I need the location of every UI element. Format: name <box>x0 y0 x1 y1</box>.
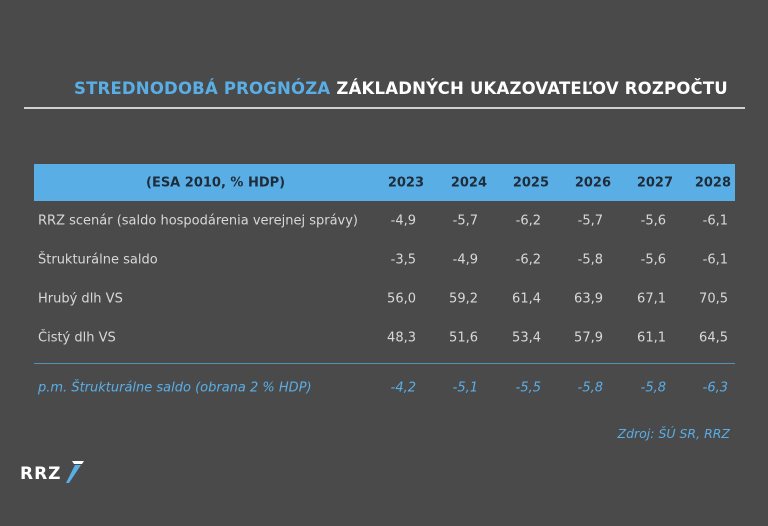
header-year: 2028 <box>694 175 731 190</box>
cell-value: -5,1 <box>452 380 478 395</box>
cell-value: -5,8 <box>577 252 603 267</box>
table-header: (ESA 2010, % HDP) 2023 2024 2025 2026 20… <box>34 164 735 201</box>
header-year: 2026 <box>574 175 611 190</box>
header-label: (ESA 2010, % HDP) <box>146 175 286 190</box>
header-year: 2025 <box>512 175 549 190</box>
memo-row: p.m. Štrukturálne saldo (obrana 2 % HDP)… <box>34 368 735 407</box>
header-year: 2023 <box>387 175 424 190</box>
cell-value: 63,9 <box>574 291 603 306</box>
cell-value: -5,7 <box>577 213 603 228</box>
title-divider <box>24 107 745 109</box>
cell-value: 57,9 <box>574 330 603 345</box>
cell-value: -6,1 <box>702 213 728 228</box>
title-accent: STREDNODOBÁ PROGNÓZA <box>74 79 331 98</box>
header-year: 2027 <box>636 175 673 190</box>
cell-value: 59,2 <box>449 291 478 306</box>
cell-value: -5,7 <box>452 213 478 228</box>
cell-value: 61,4 <box>512 291 541 306</box>
header-year: 2024 <box>450 175 487 190</box>
cell-value: 51,6 <box>449 330 478 345</box>
cell-value: -6,2 <box>515 213 541 228</box>
cell-value: -6,2 <box>515 252 541 267</box>
table-row: Štrukturálne saldo -3,5 -4,9 -6,2 -5,8 -… <box>34 240 735 279</box>
cell-value: -5,6 <box>640 252 666 267</box>
cell-value: -3,5 <box>390 252 416 267</box>
table-row: RRZ scenár (saldo hospodárenia verejnej … <box>34 201 735 240</box>
cell-value: -6,3 <box>702 380 728 395</box>
page-title: STREDNODOBÁ PROGNÓZA ZÁKLADNÝCH UKAZOVATE… <box>74 79 728 98</box>
row-label: Čistý dlh VS <box>38 330 116 345</box>
cell-value: 70,5 <box>699 291 728 306</box>
cell-value: -6,1 <box>702 252 728 267</box>
table-row: Hrubý dlh VS 56,0 59,2 61,4 63,9 67,1 70… <box>34 279 735 318</box>
slash-mark-icon <box>62 459 85 489</box>
table-divider <box>34 363 735 364</box>
cell-value: -5,8 <box>577 380 603 395</box>
cell-value: -4,9 <box>452 252 478 267</box>
cell-value: -5,8 <box>640 380 666 395</box>
cell-value: 56,0 <box>387 291 416 306</box>
table-row: Čistý dlh VS 48,3 51,6 53,4 57,9 61,1 64… <box>34 318 735 357</box>
row-label: p.m. Štrukturálne saldo (obrana 2 % HDP) <box>38 380 312 395</box>
source-note: Zdroj: ŠÚ SR, RRZ <box>617 426 731 441</box>
title-rest: ZÁKLADNÝCH UKAZOVATEĽOV ROZPOČTU <box>336 79 728 98</box>
row-label: Štrukturálne saldo <box>38 252 158 267</box>
cell-value: -5,5 <box>515 380 541 395</box>
cell-value: 48,3 <box>387 330 416 345</box>
cell-value: 64,5 <box>699 330 728 345</box>
forecast-table: (ESA 2010, % HDP) 2023 2024 2025 2026 20… <box>34 164 735 407</box>
logo-text: RRZ <box>20 464 62 484</box>
cell-value: -4,9 <box>390 213 416 228</box>
cell-value: 61,1 <box>637 330 666 345</box>
logo: RRZ <box>20 459 85 489</box>
cell-value: 67,1 <box>637 291 666 306</box>
cell-value: -4,2 <box>390 380 416 395</box>
cell-value: 53,4 <box>512 330 541 345</box>
cell-value: -5,6 <box>640 213 666 228</box>
row-label: RRZ scenár (saldo hospodárenia verejnej … <box>38 213 358 228</box>
row-label: Hrubý dlh VS <box>38 291 123 306</box>
